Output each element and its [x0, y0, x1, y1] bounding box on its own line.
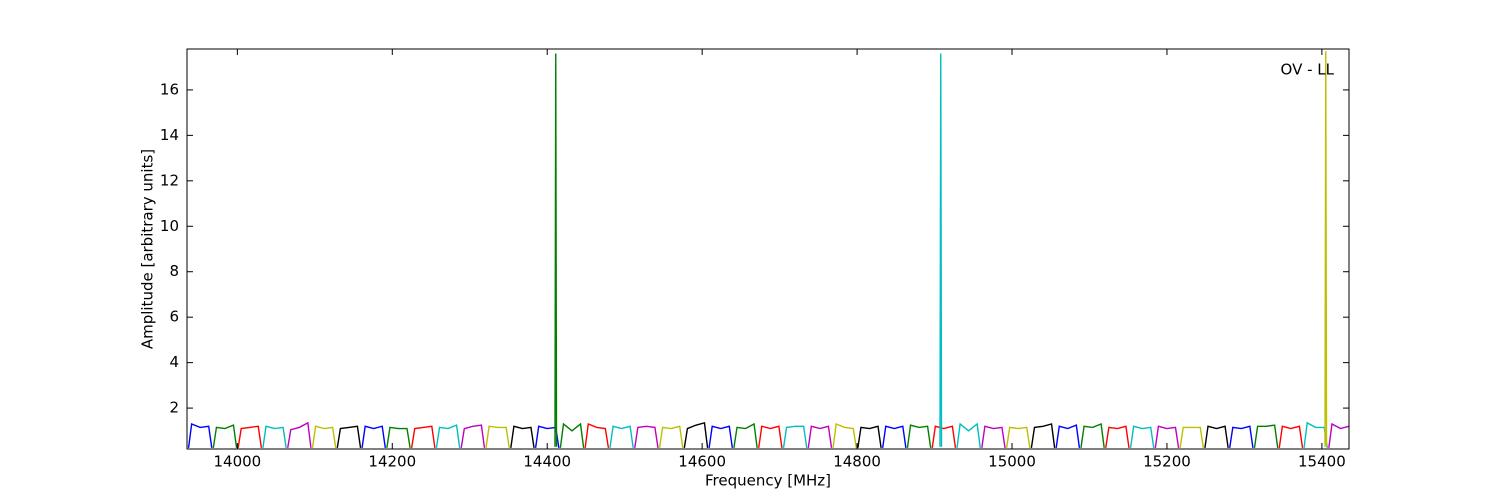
spectrum-line — [956, 422, 981, 448]
spectrum-line — [212, 424, 238, 448]
spectrum-line — [881, 425, 907, 448]
y-tick-label: 16 — [160, 80, 179, 98]
spectrum-line — [1005, 426, 1031, 448]
y-axis-label: Amplitude [arbitrary units] — [139, 149, 157, 349]
spectrum-line — [634, 425, 659, 448]
x-tick-label: 14000 — [213, 453, 261, 471]
spectrum-line — [708, 425, 734, 448]
plot-area — [187, 51, 1349, 448]
spectrum-line — [485, 425, 510, 448]
spectrum-line — [410, 425, 436, 448]
spectrum-line — [1328, 422, 1349, 448]
x-tick-label: 14400 — [523, 453, 571, 471]
spectrum-line — [559, 422, 585, 448]
spectrum-line — [554, 53, 558, 447]
spectrum-line — [906, 424, 932, 448]
spectrum-line — [336, 425, 362, 448]
spectrum-line — [287, 421, 312, 448]
spectrum-line — [658, 425, 684, 448]
spectrum-line — [386, 426, 411, 448]
spectrum-line — [1253, 424, 1279, 448]
x-tick-label: 15200 — [1143, 453, 1191, 471]
spectrum-line — [782, 425, 808, 448]
y-tick-label: 4 — [169, 353, 179, 371]
spectrum-line — [1324, 51, 1328, 447]
spectrum-line — [1129, 425, 1155, 448]
spectrum-line — [584, 423, 610, 448]
x-tick-label: 14600 — [678, 453, 726, 471]
y-tick-label: 8 — [169, 262, 179, 280]
spectrum-line — [311, 425, 337, 448]
spectrum-line — [609, 425, 634, 448]
spectrum-line — [1030, 423, 1056, 448]
spectrum-line — [1055, 424, 1081, 448]
axes-frame — [186, 48, 1350, 450]
spectrum-line — [1080, 423, 1105, 448]
y-tick-label: 12 — [160, 171, 179, 189]
y-tick-label: 6 — [169, 308, 179, 326]
spectrum-line — [758, 425, 783, 448]
spectrum-line — [1154, 425, 1180, 448]
spectrum-line — [832, 423, 858, 448]
spectrum-line — [931, 425, 957, 448]
spectrum-line — [1229, 425, 1254, 448]
x-axis-label: Frequency [MHz] — [705, 472, 831, 490]
x-tick-label: 15000 — [988, 453, 1036, 471]
x-tick-label: 15400 — [1298, 453, 1346, 471]
spectrum-line — [1105, 425, 1130, 448]
annotation: OV - LL — [1281, 61, 1335, 79]
spectrum-line — [683, 421, 709, 448]
spectrum-line — [237, 425, 263, 448]
spectrum-line — [1179, 426, 1205, 448]
y-tick-label: 10 — [160, 217, 179, 235]
spectrum-line — [435, 424, 461, 448]
spectrum-line — [1278, 425, 1304, 448]
spectrum-line — [460, 424, 486, 448]
y-tick-label: 2 — [169, 399, 179, 417]
spectrum-line — [939, 53, 943, 447]
spectrum-line — [857, 425, 882, 448]
x-tick-label: 14200 — [368, 453, 416, 471]
spectrum-line — [361, 425, 387, 448]
x-tick-label: 14800 — [833, 453, 881, 471]
spectrum-line — [187, 423, 213, 448]
y-tick-label: 14 — [160, 126, 179, 144]
spectrum-line — [807, 425, 833, 448]
spectrum-line — [981, 425, 1006, 448]
spectrum-line — [1204, 425, 1229, 448]
spectrum-line — [510, 425, 535, 448]
spectrum-line — [733, 422, 758, 448]
spectrum-line — [262, 425, 287, 448]
